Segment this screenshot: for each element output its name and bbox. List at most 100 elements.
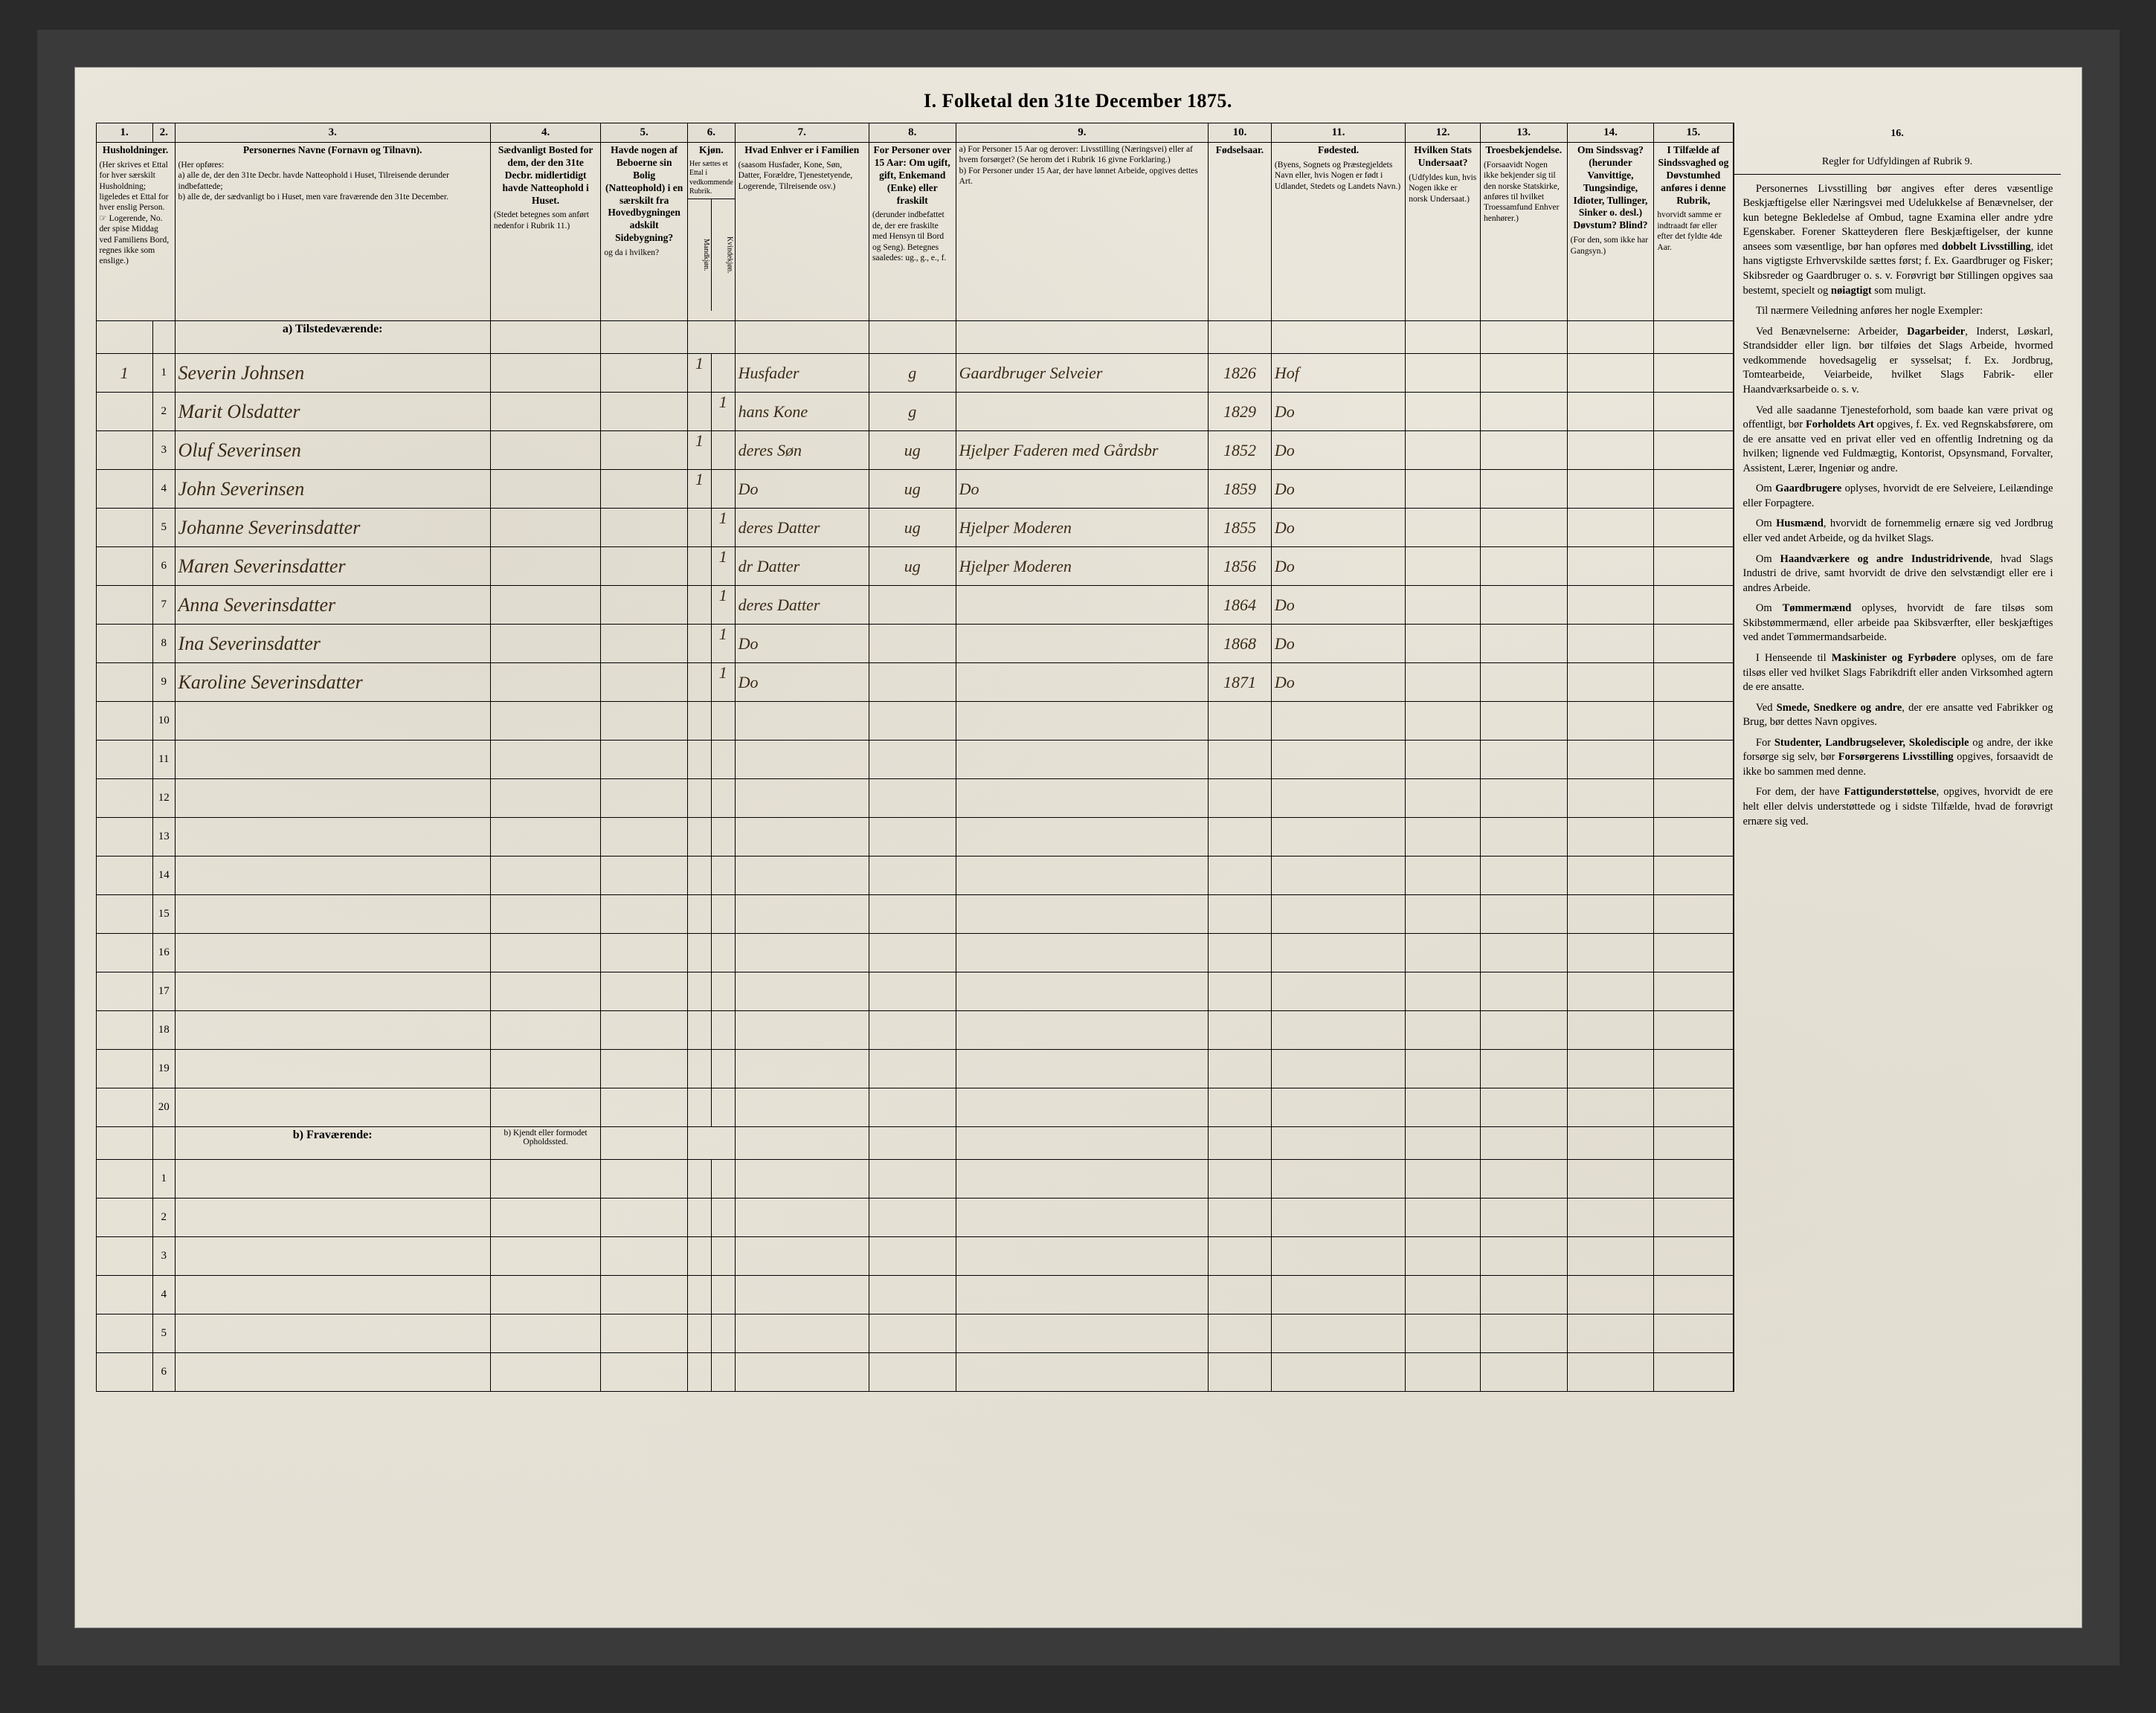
cell-c13 <box>1480 470 1567 509</box>
cell-kjon <box>688 856 736 895</box>
cell-birthplace: Hof <box>1271 354 1405 393</box>
cell-civil <box>869 972 956 1011</box>
cell-birthplace-value: Do <box>1275 518 1295 537</box>
cell-rownum: 17 <box>152 972 175 1011</box>
cell-occupation-value: Hjelper Moderen <box>959 518 1072 537</box>
table-row: 9Karoline Severinsdatter1Do1871Do <box>96 663 1733 702</box>
cell-family: Do <box>735 625 869 663</box>
cell-name <box>175 972 490 1011</box>
cell-household <box>96 547 152 586</box>
cell-rownum-value: 6 <box>161 1366 167 1378</box>
cell-occupation <box>956 741 1208 779</box>
cell-c12 <box>1406 663 1481 702</box>
header-c9: a) For Personer 15 Aar og derover: Livss… <box>956 143 1208 321</box>
blank <box>869 321 956 354</box>
cell-household <box>96 741 152 779</box>
scan-frame: I. Folketal den 31te December 1875. <box>37 30 2120 1665</box>
header-c5: Havde nogen af Beboerne sin Bolig (Natte… <box>601 143 688 321</box>
cell-bosted <box>490 818 601 856</box>
cell-kjon <box>688 779 736 818</box>
blank <box>1567 1127 1654 1160</box>
cell-household <box>96 1199 152 1237</box>
cell-c12 <box>1406 354 1481 393</box>
cell-birthyear-value: 1868 <box>1223 634 1256 653</box>
blank <box>956 1127 1208 1160</box>
cell-civil-value: g <box>908 364 916 382</box>
cell-family <box>735 741 869 779</box>
cell-c13 <box>1480 509 1567 547</box>
cell-c15 <box>1654 856 1733 895</box>
hdr-c3-main: Personernes Navne (Fornavn og Tilnavn). <box>178 144 487 157</box>
cell-sex-k: 1 <box>719 547 727 566</box>
cell-birthplace: Do <box>1271 431 1405 470</box>
cell-birthyear-value: 1826 <box>1223 364 1256 382</box>
cell-household <box>96 663 152 702</box>
cell-name <box>175 1199 490 1237</box>
rows-b-body: 123456 <box>96 1160 1733 1392</box>
cell-birthplace-value: Do <box>1275 596 1295 614</box>
cell-birthyear <box>1209 1276 1272 1314</box>
cell-c15 <box>1654 1353 1733 1392</box>
cell-c15 <box>1654 972 1733 1011</box>
cell-birthplace <box>1271 1011 1405 1050</box>
cell-birthplace <box>1271 818 1405 856</box>
cell-bosted <box>490 1353 601 1392</box>
cell-family: Do <box>735 663 869 702</box>
cell-kjon <box>688 741 736 779</box>
cell-family <box>735 1088 869 1127</box>
cell-name <box>175 856 490 895</box>
cell-rownum: 6 <box>152 547 175 586</box>
cell-c15 <box>1654 934 1733 972</box>
col16-heading: Regler for Udfyldingen af Rubrik 9. <box>1822 156 1972 167</box>
cell-bosted <box>490 1237 601 1276</box>
cell-name <box>175 1314 490 1353</box>
cell-c15 <box>1654 1237 1733 1276</box>
cell-c14 <box>1567 586 1654 625</box>
cell-c15 <box>1654 625 1733 663</box>
blank <box>1654 1127 1733 1160</box>
cell-occupation <box>956 972 1208 1011</box>
cell-sidebyg <box>601 354 688 393</box>
cell-c14 <box>1567 1237 1654 1276</box>
hdr-c3-b: b) alle de, der sædvanligt bo i Huset, m… <box>178 192 487 202</box>
hdr-c12-main: Hvilken Stats Undersaat? <box>1409 144 1477 170</box>
table-row: 17 <box>96 972 1733 1011</box>
cell-c13 <box>1480 431 1567 470</box>
cell-family-value: Husfader <box>738 364 799 382</box>
cell-birthyear <box>1209 1314 1272 1353</box>
cell-name <box>175 1011 490 1050</box>
cell-rownum-value: 19 <box>158 1062 170 1074</box>
cell-sidebyg <box>601 393 688 431</box>
census-table: 1. 2. 3. 4. 5. 6. 7. 8. 9. 10. 11. 12. 1… <box>96 123 1734 1392</box>
blank <box>1406 321 1481 354</box>
hdr-c7-main: Hvad Enhver er i Familien <box>738 144 866 157</box>
blank <box>96 321 152 354</box>
table-row: 13 <box>96 818 1733 856</box>
cell-occupation <box>956 1237 1208 1276</box>
cell-household <box>96 818 152 856</box>
cell-sidebyg <box>601 818 688 856</box>
cell-bosted <box>490 1199 601 1237</box>
cell-c13 <box>1480 393 1567 431</box>
table-row: 7Anna Severinsdatter1deres Datter1864Do <box>96 586 1733 625</box>
cell-bosted <box>490 856 601 895</box>
hdr-c14-sub: (For den, som ikke har Gangsyn.) <box>1571 235 1651 257</box>
cell-sidebyg <box>601 1276 688 1314</box>
table-row: 2Marit Olsdatter1hans Koneg1829Do <box>96 393 1733 431</box>
cell-c12 <box>1406 1237 1481 1276</box>
cell-name-value: Oluf Severinsen <box>178 439 301 461</box>
cell-bosted <box>490 1276 601 1314</box>
cell-birthyear: 1852 <box>1209 431 1272 470</box>
hdr-c9-a: a) For Personer 15 Aar og derover: Livss… <box>959 144 1205 166</box>
cell-name-value: Karoline Severinsdatter <box>178 671 363 693</box>
cell-c15 <box>1654 547 1733 586</box>
cell-rownum: 9 <box>152 663 175 702</box>
cell-rownum: 5 <box>152 509 175 547</box>
cell-c12 <box>1406 1088 1481 1127</box>
regler-para: Om Husmænd, hvorvidt de fornemmelig ernæ… <box>1743 517 2053 546</box>
cell-c13 <box>1480 934 1567 972</box>
cell-household <box>96 625 152 663</box>
cell-birthyear <box>1209 779 1272 818</box>
cell-sidebyg <box>601 1199 688 1237</box>
census-page: I. Folketal den 31te December 1875. <box>74 67 2082 1628</box>
